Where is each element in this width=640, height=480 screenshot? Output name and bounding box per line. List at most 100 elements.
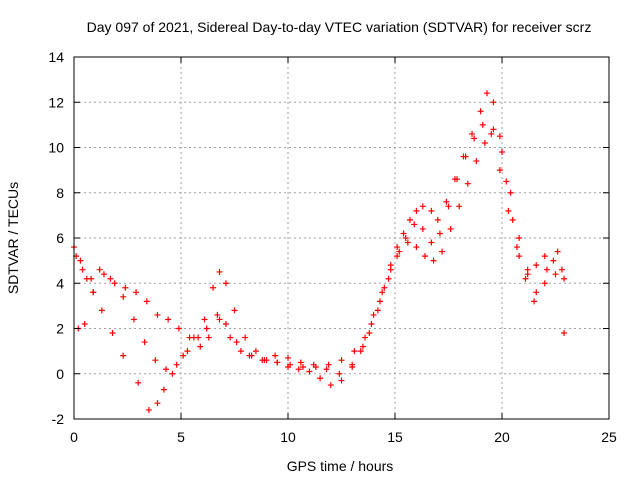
data-point: [464, 180, 471, 187]
data-point: [543, 266, 550, 273]
data-point: [362, 334, 369, 341]
data-point: [222, 280, 229, 287]
data-point: [428, 239, 435, 246]
data-point: [88, 275, 95, 282]
data-point: [160, 386, 167, 393]
data-point: [550, 257, 557, 264]
data-point: [169, 370, 176, 377]
data-point: [120, 293, 127, 300]
data-point: [558, 266, 565, 273]
data-point: [152, 357, 159, 364]
data-point: [252, 348, 259, 355]
data-point: [165, 316, 172, 323]
data-point: [306, 368, 313, 375]
data-point: [419, 225, 426, 232]
data-point: [469, 130, 476, 137]
data-point: [295, 366, 302, 373]
data-point: [222, 320, 229, 327]
data-point: [81, 320, 88, 327]
data-point: [413, 207, 420, 214]
data-point: [443, 198, 450, 205]
data-point: [197, 343, 204, 350]
data-point: [400, 230, 407, 237]
series-track-1: [71, 90, 565, 413]
data-point: [481, 139, 488, 146]
data-point: [299, 363, 306, 370]
y-tick-label: 0: [56, 366, 64, 382]
data-point: [439, 248, 446, 255]
data-point: [402, 235, 409, 241]
x-tick-label: 25: [601, 429, 617, 445]
data-point: [561, 330, 568, 337]
data-point: [242, 334, 249, 341]
data-point: [214, 311, 221, 318]
tick-layer: 0 5 10 15 20 25 -2 0 2 4 6 8 10 12 14: [48, 49, 617, 445]
x-tick-label: 15: [387, 429, 403, 445]
data-point: [552, 271, 559, 278]
data-point: [141, 339, 148, 346]
y-axis-label: SDTVAR / TECUs: [5, 182, 21, 294]
data-layer: [71, 90, 568, 413]
x-axis-label: GPS time / hours: [287, 458, 394, 474]
data-point: [421, 253, 428, 260]
data-point: [205, 334, 212, 341]
data-point: [419, 203, 426, 210]
data-point: [374, 307, 381, 314]
data-point: [434, 216, 441, 223]
data-point: [109, 330, 116, 337]
y-tick-label: 8: [56, 185, 64, 201]
data-point: [477, 108, 484, 115]
data-point: [351, 348, 358, 355]
data-point: [173, 361, 180, 368]
data-point: [368, 320, 375, 327]
x-tick-label: 20: [494, 429, 510, 445]
data-point: [272, 352, 279, 359]
data-point: [216, 316, 223, 323]
data-point: [516, 235, 523, 241]
data-point: [231, 307, 238, 314]
data-point: [436, 230, 443, 237]
data-point: [381, 284, 388, 291]
data-point: [496, 133, 503, 140]
data-point: [154, 311, 161, 318]
data-point: [513, 244, 520, 251]
data-point: [503, 178, 510, 185]
data-point: [445, 203, 452, 210]
data-point: [522, 275, 529, 282]
y-tick-label: 2: [56, 321, 64, 337]
data-point: [507, 189, 514, 196]
data-point: [505, 207, 512, 214]
data-point: [387, 266, 394, 273]
data-point: [462, 153, 469, 160]
data-point: [201, 316, 208, 323]
data-point: [317, 375, 324, 382]
data-point: [533, 289, 540, 296]
data-point: [404, 239, 411, 246]
grid-layer: [74, 57, 609, 419]
data-point: [554, 248, 561, 255]
data-point: [499, 149, 505, 156]
data-point: [297, 359, 304, 366]
data-point: [325, 361, 332, 368]
data-point: [327, 382, 334, 389]
data-point: [163, 366, 170, 373]
data-point: [366, 330, 373, 337]
data-point: [531, 298, 538, 305]
data-point: [338, 357, 345, 364]
y-tick-label: 10: [48, 140, 64, 156]
data-point: [516, 253, 523, 260]
y-tick-label: 4: [56, 275, 64, 291]
data-point: [100, 271, 107, 278]
series-track-3: [75, 126, 568, 370]
data-point: [120, 352, 127, 359]
data-point: [203, 325, 210, 332]
data-point: [541, 253, 548, 260]
x-tick-label: 10: [280, 429, 296, 445]
y-tick-label: 6: [56, 230, 64, 246]
data-point: [96, 266, 103, 273]
data-point: [184, 348, 191, 355]
data-point: [430, 257, 437, 264]
data-point: [210, 284, 217, 291]
data-point: [473, 158, 480, 165]
